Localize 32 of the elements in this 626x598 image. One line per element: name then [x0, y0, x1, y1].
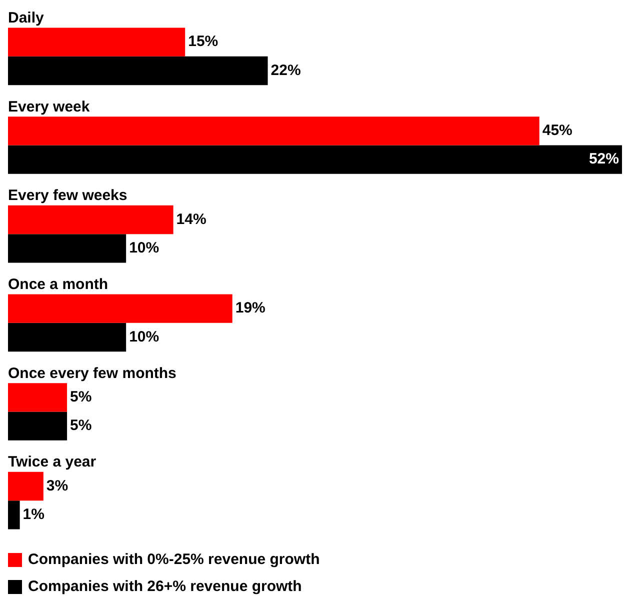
bar	[8, 145, 622, 174]
legend-label: Companies with 26+% revenue growth	[28, 578, 302, 595]
bar	[8, 472, 44, 501]
data-label: 3%	[46, 477, 68, 494]
bar	[8, 234, 126, 263]
data-label: 22%	[270, 62, 301, 79]
bar	[8, 500, 20, 530]
data-label: 1%	[22, 506, 44, 524]
y-tick-label: Every few weeks	[8, 187, 128, 204]
y-tick-label: Once a month	[8, 276, 108, 293]
bar	[8, 56, 268, 86]
bar	[8, 412, 68, 440]
y-tick-label: Every week	[8, 98, 90, 116]
bar	[8, 205, 174, 234]
data-label: 15%	[188, 33, 218, 50]
legend-label: Companies with 0%-25% revenue growth	[28, 551, 320, 568]
data-label: 10%	[129, 240, 160, 257]
y-tick-label: Once every few months	[8, 364, 176, 382]
data-label: 14%	[176, 210, 206, 228]
bar	[8, 28, 186, 56]
data-label: 10%	[129, 328, 160, 346]
bar	[8, 294, 232, 323]
data-label: 19%	[235, 300, 266, 317]
data-label: 45%	[542, 122, 572, 140]
y-tick-label: Daily	[8, 9, 45, 26]
bar	[8, 383, 68, 412]
data-label: 5%	[70, 388, 92, 406]
data-label: 5%	[70, 417, 92, 434]
data-label: 52%	[588, 150, 619, 168]
y-tick-label: Twice a year	[8, 454, 96, 471]
bar	[8, 116, 540, 146]
bar	[8, 322, 126, 352]
